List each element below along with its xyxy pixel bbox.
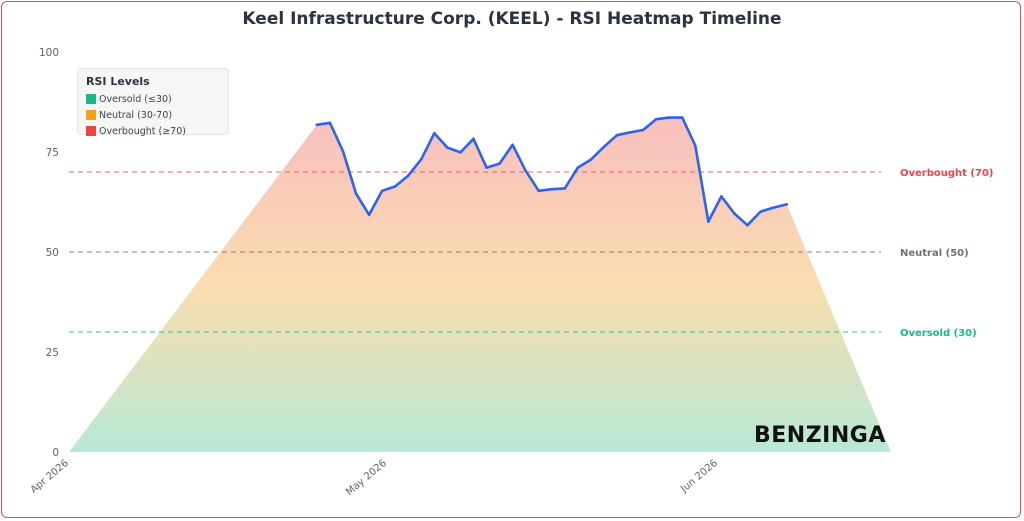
benzinga-watermark-logo: BENZINGA: [754, 423, 886, 448]
x-tick-label: Apr 2026: [29, 458, 71, 496]
rsi-data-point: [576, 166, 580, 169]
reference-line-label: Oversold (30): [900, 328, 977, 339]
rsi-data-point: [602, 145, 606, 149]
rsi-data-point: [759, 210, 762, 213]
legend-item-oversold: Oversold (≤30): [86, 91, 220, 107]
rsi-data-point: [367, 213, 371, 217]
y-tick-label: 50: [46, 247, 59, 259]
rsi-data-point: [446, 146, 449, 149]
y-tick-label: 100: [39, 47, 59, 59]
rsi-data-point: [380, 189, 384, 193]
legend-label-neutral: Neutral (30-70): [99, 109, 173, 121]
rsi-data-point: [720, 195, 723, 198]
rsi-data-point: [485, 166, 488, 169]
y-tick-label: 75: [46, 147, 59, 159]
rsi-area-fill: [69, 117, 891, 452]
rsi-data-point: [563, 187, 567, 190]
legend-swatch-neutral: [86, 110, 96, 120]
rsi-data-point: [315, 123, 319, 127]
y-tick-label: 25: [46, 347, 59, 359]
rsi-data-point: [328, 121, 332, 125]
legend-title: RSI Levels: [86, 75, 150, 88]
rsi-data-point: [746, 223, 749, 227]
rsi-data-point: [537, 189, 541, 193]
legend-swatch-overbought: [86, 126, 96, 136]
rsi-data-point: [667, 116, 671, 119]
rsi-data-point: [433, 131, 436, 135]
rsi-data-point: [459, 151, 462, 154]
rsi-data-point: [511, 143, 514, 147]
rsi-data-point: [419, 157, 423, 161]
legend-item-overbought: Overbought (≥70): [86, 123, 220, 139]
y-tick-label: 0: [52, 447, 59, 459]
rsi-data-point: [641, 128, 645, 132]
legend-swatch-oversold: [86, 94, 96, 104]
rsi-data-point: [628, 131, 632, 134]
x-tick-label: Jun 2026: [678, 458, 720, 496]
rsi-data-point: [589, 158, 593, 161]
legend-label-oversold: Oversold (≤30): [99, 93, 172, 105]
legend-label-overbought: Overbought (≥70): [99, 125, 186, 137]
rsi-data-point: [693, 144, 697, 147]
rsi-data-point: [524, 169, 527, 173]
rsi-data-point: [615, 133, 619, 137]
rsi-data-point: [406, 174, 410, 177]
rsi-data-point: [472, 137, 475, 141]
reference-line-label: Overbought (70): [900, 168, 993, 179]
x-tick-label: May 2026: [344, 458, 389, 498]
rsi-data-point: [354, 192, 358, 195]
rsi-data-point: [772, 206, 775, 209]
rsi-data-point: [393, 185, 397, 188]
rsi-data-point: [785, 203, 788, 206]
rsi-data-point: [707, 220, 710, 223]
chart-title: Keel Infrastructure Corp. (KEEL) - RSI H…: [242, 9, 782, 29]
chart-legend: RSI Levels Oversold (≤30) Neutral (30-70…: [77, 68, 229, 137]
rsi-data-point: [680, 116, 684, 119]
rsi-data-point: [341, 149, 345, 153]
rsi-data-point: [550, 187, 554, 191]
reference-line-label: Neutral (50): [900, 248, 969, 259]
rsi-data-point: [654, 117, 658, 121]
legend-item-neutral: Neutral (30-70): [86, 107, 220, 123]
rsi-data-point: [733, 212, 736, 215]
rsi-data-point: [498, 162, 501, 165]
